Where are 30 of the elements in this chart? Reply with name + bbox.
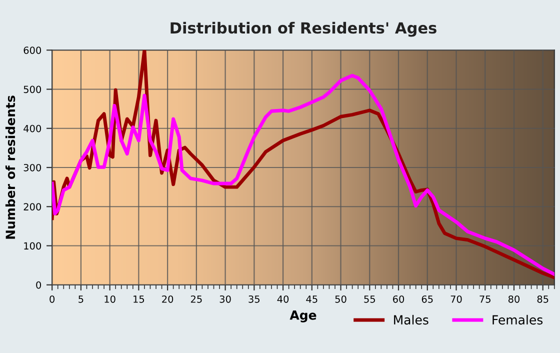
- x-tick-label: 60: [393, 295, 404, 303]
- legend-label: Males: [394, 314, 428, 325]
- y-axis-title: Number of residents: [5, 96, 16, 239]
- y-tick-label: 600: [24, 46, 42, 54]
- y-tick-label: 500: [24, 86, 42, 94]
- x-tick-label: 30: [220, 295, 231, 303]
- x-tick-label: 55: [364, 296, 375, 303]
- x-tick-label: 25: [190, 295, 202, 303]
- x-tick-label: 50: [335, 295, 346, 303]
- x-tick-label: 20: [162, 295, 174, 303]
- x-tick-label: 80: [508, 295, 520, 303]
- legend-label: Females: [492, 314, 543, 325]
- x-tick-label: 70: [450, 295, 462, 303]
- x-axis-title: Age: [290, 310, 316, 322]
- y-tick-label: 0: [36, 281, 42, 289]
- x-tick-label: 85: [537, 295, 548, 303]
- x-tick-label: 75: [480, 296, 490, 303]
- x-tick-label: 10: [104, 295, 116, 303]
- x-tick-label: 35: [248, 295, 260, 303]
- x-tick-label: 45: [306, 296, 318, 303]
- y-tick-label: 200: [24, 203, 42, 210]
- x-tick-label: 15: [134, 296, 144, 303]
- x-tick-label: 65: [422, 295, 433, 303]
- y-tick-label: 300: [24, 164, 42, 172]
- y-tick-label: 400: [24, 124, 42, 132]
- x-tick-label: 5: [78, 296, 84, 303]
- x-tick-label: 0: [50, 295, 55, 303]
- y-tick-label: 100: [24, 242, 42, 250]
- chart-title: Distribution of Residents' Ages: [170, 22, 436, 37]
- x-tick-label: 40: [277, 295, 289, 303]
